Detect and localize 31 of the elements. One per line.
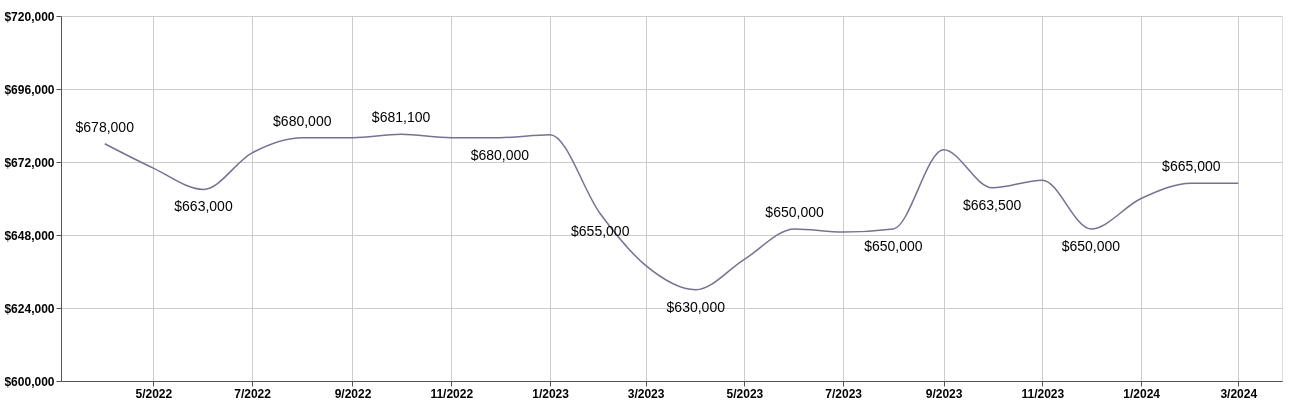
y-tick-label: $648,000 xyxy=(4,228,55,243)
line-series xyxy=(103,133,1240,291)
y-tick-label: $672,000 xyxy=(4,155,55,170)
x-tick-label: 1/2023 xyxy=(532,386,570,401)
x-tick-label: 9/2022 xyxy=(334,386,372,401)
x-tick-label: 1/2024 xyxy=(1123,386,1161,401)
data-label: $678,000 xyxy=(75,118,135,135)
data-label: $681,100 xyxy=(371,109,431,126)
data-label: $650,000 xyxy=(765,203,824,220)
data-label: $630,000 xyxy=(666,298,726,315)
y-tick-label: $696,000 xyxy=(4,82,55,97)
data-label: $650,000 xyxy=(864,237,923,254)
x-tick-label: 11/2023 xyxy=(1021,386,1065,401)
x-tick-label: 11/2022 xyxy=(430,386,474,401)
data-label: $665,000 xyxy=(1162,158,1221,175)
x-tick-label: 7/2023 xyxy=(825,386,863,401)
data-label: $655,000 xyxy=(571,222,630,239)
x-tick-label: 9/2023 xyxy=(925,386,963,401)
x-tick-label: 5/2022 xyxy=(135,386,173,401)
data-label: $680,000 xyxy=(273,112,332,129)
data-label: $663,000 xyxy=(174,198,233,215)
x-tick-label: 7/2022 xyxy=(234,386,272,401)
y-tick-label: $624,000 xyxy=(4,301,55,316)
data-label: $680,000 xyxy=(470,146,530,163)
y-tick-label: $720,000 xyxy=(4,9,55,24)
x-tick-label: 3/2024 xyxy=(1220,386,1258,401)
data-label: $663,500 xyxy=(962,196,1022,213)
x-tick-label: 5/2023 xyxy=(726,386,764,401)
x-tick-label: 3/2023 xyxy=(627,386,665,401)
data-label: $650,000 xyxy=(1061,237,1121,254)
y-tick-label: $600,000 xyxy=(4,374,55,389)
